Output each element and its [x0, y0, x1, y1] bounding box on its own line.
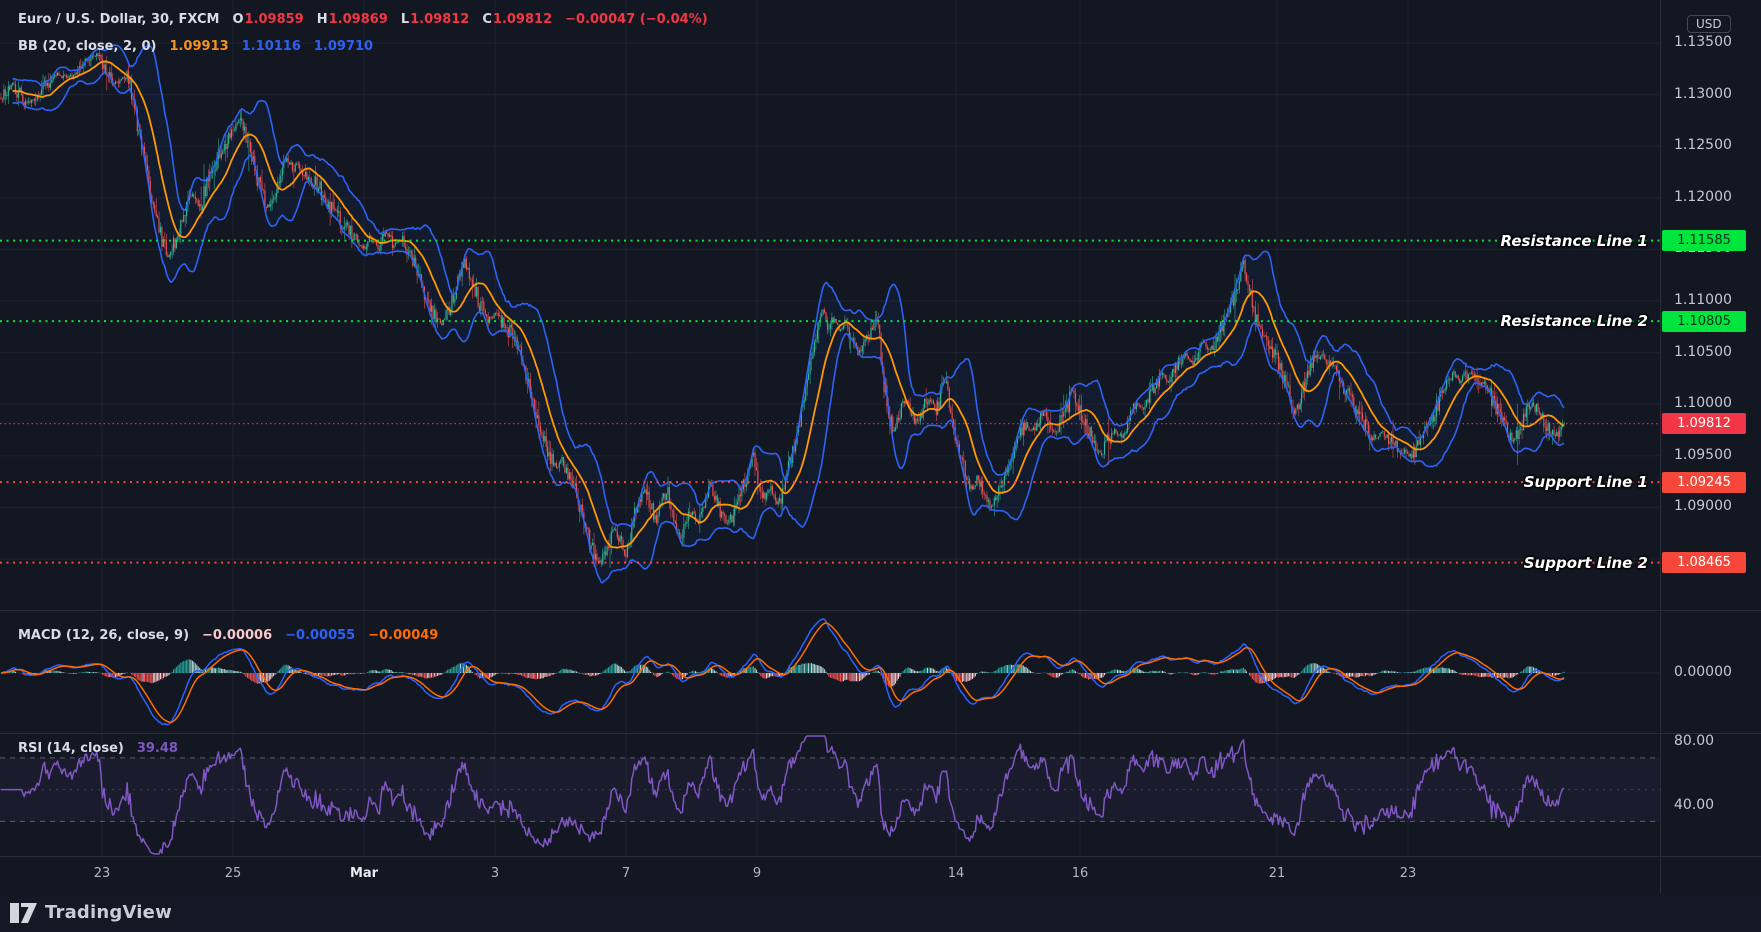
last-price-box[interactable]: 1.09812	[1662, 413, 1746, 435]
bb-upper-value: 1.10116	[241, 39, 301, 54]
price-axis-tick: 1.12500	[1674, 137, 1732, 154]
rsi-axis-tick: 80.00	[1674, 733, 1715, 749]
rsi-legend[interactable]: RSI (14, close) 39.48	[18, 741, 178, 756]
time-axis-tick: 16	[1071, 866, 1089, 881]
tradingview-logo[interactable]: TradingView	[10, 902, 172, 923]
support-line-2-price-box[interactable]: 1.08465	[1662, 552, 1746, 574]
symbol-title: Euro / U.S. Dollar, 30, FXCM	[18, 12, 220, 27]
macd-axis-tick: 0.00000	[1674, 664, 1732, 680]
support-line-2-label[interactable]: Support Line 2	[1523, 553, 1648, 572]
price-axis-tick: 1.10000	[1674, 395, 1732, 412]
time-axis-tick: 3	[490, 866, 500, 881]
price-axis-tick: 1.09500	[1674, 446, 1732, 463]
ohlc-high: H 1.09869	[316, 12, 388, 27]
price-axis-tick: 1.13500	[1674, 34, 1732, 50]
resistance-line-2-label[interactable]: Resistance Line 2	[1500, 312, 1648, 331]
rsi-value: 39.48	[136, 741, 178, 756]
resistance-line-1-price-box[interactable]: 1.11585	[1662, 230, 1746, 252]
rsi-title: RSI (14, close)	[18, 741, 124, 756]
price-change: −0.00047 (−0.04%)	[565, 12, 708, 27]
price-axis-tick: 1.11000	[1674, 292, 1732, 308]
time-axis-tick: 23	[93, 866, 111, 881]
tradingview-logo-icon	[10, 902, 37, 923]
time-axis-tick: 25	[224, 866, 242, 881]
support-line-1-label[interactable]: Support Line 1	[1523, 473, 1648, 492]
bb-lower-value: 1.09710	[313, 39, 374, 54]
bb-legend[interactable]: BB (20, close, 2, 0) 1.09913 1.10116 1.0…	[18, 39, 373, 54]
time-axis-tick: 23	[1399, 866, 1417, 881]
macd-signal-value: −0.00049	[368, 628, 439, 643]
price-axis-tick: 1.09000	[1674, 498, 1732, 515]
macd-title: MACD (12, 26, close, 9)	[18, 628, 190, 643]
price-axis-tick: 1.12000	[1674, 188, 1732, 205]
resistance-line-2-price-box[interactable]: 1.10805	[1662, 310, 1746, 332]
bottom-bar: TradingView	[0, 893, 1761, 932]
rsi-axis-tick: 40.00	[1674, 796, 1715, 813]
tradingview-logo-text: TradingView	[45, 902, 172, 923]
time-axis-tick: 14	[947, 866, 965, 881]
time-axis-tick: 7	[621, 866, 631, 881]
time-axis-tick: Mar	[349, 866, 379, 881]
ohlc-open: O 1.09859	[232, 12, 304, 27]
price-axis-tick: 1.10500	[1674, 343, 1732, 360]
currency-toggle-button[interactable]: USD	[1687, 15, 1731, 33]
ohlc-low: L 1.09812	[400, 12, 470, 27]
resistance-line-1-label[interactable]: Resistance Line 1	[1500, 231, 1648, 250]
ohlc-close: C 1.09812	[482, 12, 553, 27]
macd-hist-value: −0.00006	[202, 628, 273, 643]
macd-line-value: −0.00055	[285, 628, 356, 643]
bb-basis-value: 1.09913	[169, 39, 229, 54]
support-line-1-price-box[interactable]: 1.09245	[1662, 471, 1746, 493]
price-axis-tick: 1.13000	[1674, 85, 1732, 102]
macd-legend[interactable]: MACD (12, 26, close, 9) −0.00006 −0.0005…	[18, 628, 438, 643]
time-axis-tick: 9	[752, 866, 762, 881]
time-axis-tick: 21	[1268, 866, 1286, 881]
bb-title: BB (20, close, 2, 0)	[18, 39, 157, 54]
